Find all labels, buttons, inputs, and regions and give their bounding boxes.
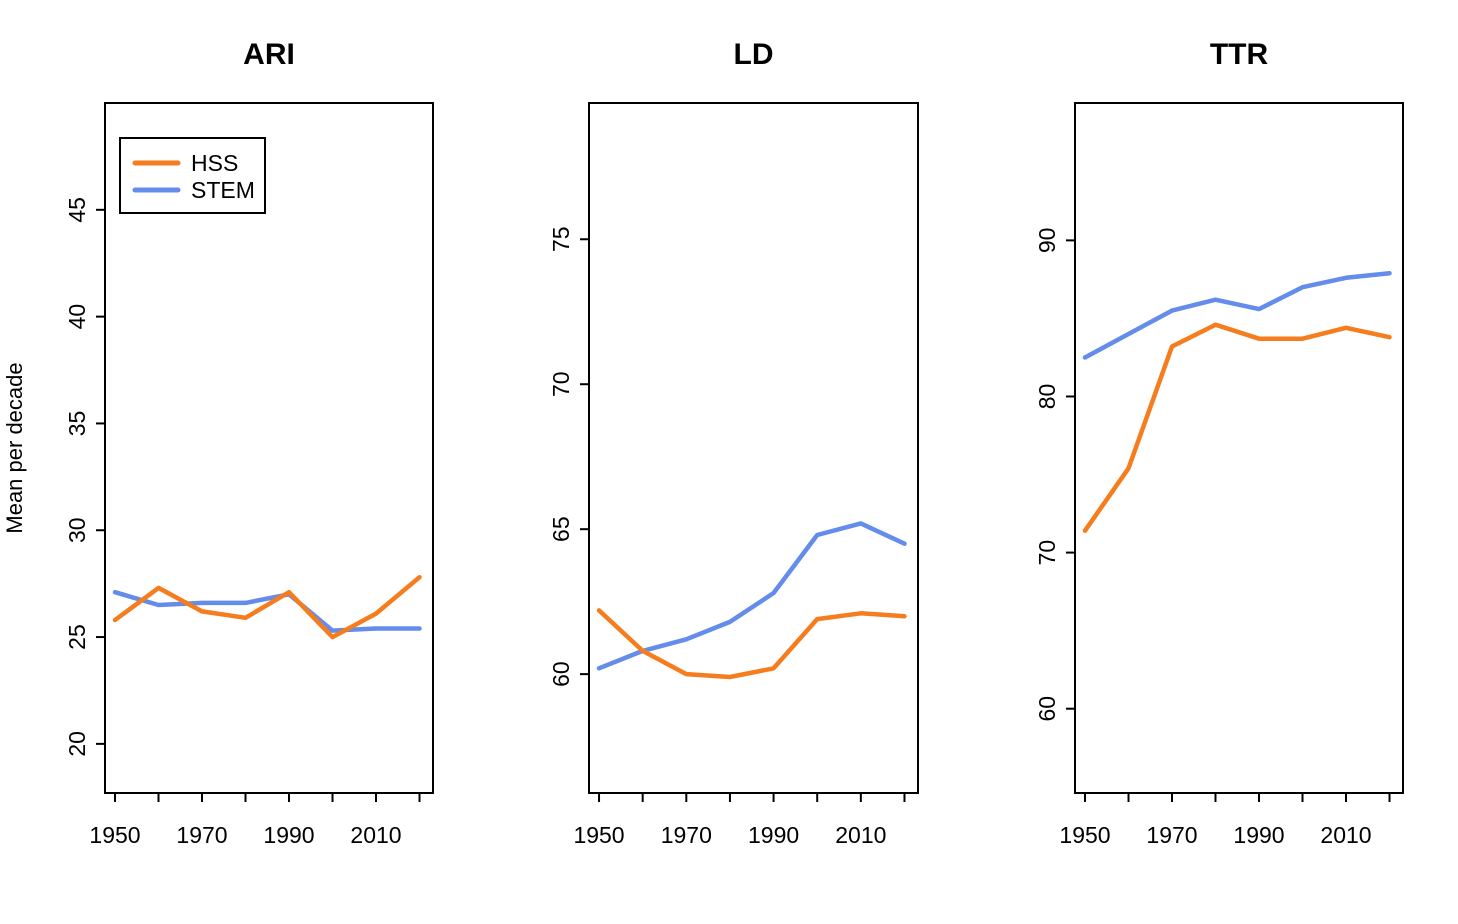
x-tick-label: 2010: [835, 822, 886, 848]
x-tick-label: 1970: [176, 822, 227, 848]
legend-hss-label: HSS: [191, 150, 238, 176]
panel-title-ld: LD: [734, 38, 774, 71]
plot-frame: [1074, 102, 1404, 794]
y-tick-label: 45: [64, 197, 90, 223]
y-tick-label: 20: [64, 731, 90, 757]
y-tick-label: 80: [1034, 384, 1060, 410]
y-tick-label: 25: [64, 624, 90, 650]
hss-line: [596, 608, 907, 680]
x-tick-label: 1990: [748, 822, 799, 848]
stem-line: [1082, 270, 1392, 360]
y-tick-label: 70: [548, 371, 574, 397]
panel-title-ari: ARI: [243, 38, 295, 71]
plot-frame: [588, 102, 919, 794]
x-tick-label: 2010: [1320, 822, 1371, 848]
stem-line: [112, 589, 422, 633]
legend-stem-label: STEM: [191, 177, 255, 203]
y-tick-label: 60: [548, 661, 574, 687]
x-tick-label: 1950: [89, 822, 140, 848]
x-tick-label: 1950: [1059, 822, 1110, 848]
y-tick-label: 40: [64, 304, 90, 330]
x-tick-label: 1970: [661, 822, 712, 848]
panel-title-ttr: TTR: [1210, 38, 1269, 71]
x-tick-label: 2010: [350, 822, 401, 848]
legend-box: [119, 137, 266, 214]
stem-line: [596, 521, 907, 671]
x-tick-label: 1990: [263, 822, 314, 848]
x-tick-label: 1970: [1146, 822, 1197, 848]
x-tick-label: 1990: [1233, 822, 1284, 848]
hss-line: [1082, 322, 1392, 533]
hss-line: [112, 574, 422, 640]
y-tick-label: 75: [548, 226, 574, 252]
y-tick-label: 35: [64, 411, 90, 437]
y-tick-label: 90: [1034, 228, 1060, 254]
y-tick-label: 70: [1034, 540, 1060, 566]
plot-frame: [104, 102, 434, 794]
y-axis-label: Mean per decade: [2, 362, 27, 533]
y-tick-label: 60: [1034, 696, 1060, 722]
y-tick-label: 30: [64, 517, 90, 543]
y-tick-label: 65: [548, 516, 574, 542]
x-tick-label: 1950: [573, 822, 624, 848]
